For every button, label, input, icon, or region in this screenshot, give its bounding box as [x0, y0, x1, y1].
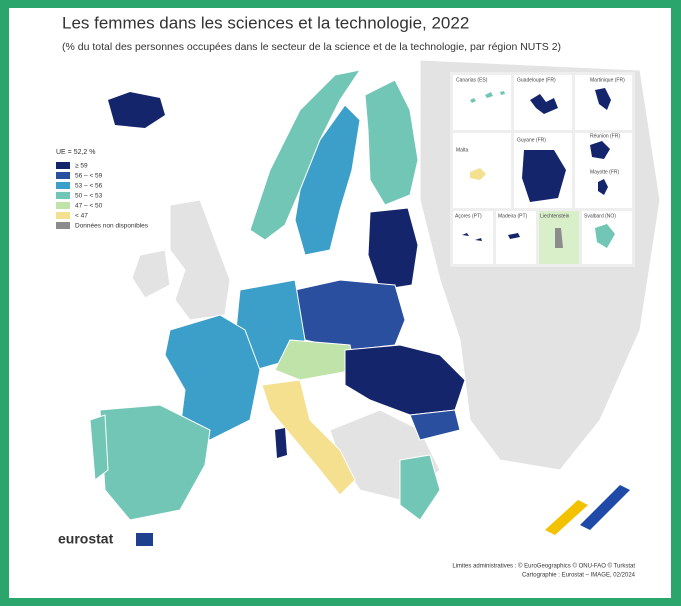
legend-label: 47 – < 50 — [75, 203, 103, 210]
poland — [294, 279, 406, 351]
deco — [545, 500, 588, 535]
shape — [555, 228, 563, 248]
eu-flag — [136, 533, 153, 546]
shape — [590, 141, 610, 159]
inset-label: Svalbard (NO) — [584, 213, 616, 219]
france — [164, 314, 261, 441]
legend: UE = 52,2 % ≥ 59 56 – < 59 53 – < 56 50 – <… — [56, 149, 149, 230]
legend-label: 56 – < 59 — [75, 173, 103, 180]
credit: Cartographie : Eurostat – IMAGE, 02/2024 — [522, 573, 636, 579]
legend-label: 50 – < 53 — [75, 193, 103, 200]
shape — [462, 233, 482, 241]
inset — [453, 75, 511, 130]
legend-swatch — [56, 162, 70, 169]
legend-swatch — [56, 212, 70, 219]
inset-label: Guadeloupe (FR) — [517, 77, 556, 83]
inset-label: Martinique (FR) — [590, 77, 625, 83]
shape — [470, 91, 505, 103]
ireland — [131, 249, 171, 299]
shape — [595, 88, 611, 110]
norway — [249, 69, 362, 241]
inset-label: Madeira (PT) — [498, 213, 528, 219]
shape — [508, 233, 520, 239]
inset-label: Açores (PT) — [455, 213, 482, 219]
legend-label: ≥ 59 — [75, 163, 88, 170]
finland — [364, 79, 419, 206]
sweden — [294, 104, 361, 256]
insets: Canarias (ES) Guadeloupe (FR) Martinique… — [450, 72, 635, 267]
credit: Limites administratives : © EuroGeograph… — [452, 563, 635, 570]
legend-swatch — [56, 222, 70, 229]
inset-label: Guyane (FR) — [517, 137, 546, 143]
spain — [99, 404, 211, 521]
inset-label: Malta — [456, 147, 468, 153]
legend-label: < 47 — [75, 213, 88, 220]
subtitle: (% du total des personnes occupées dans … — [62, 41, 561, 53]
title: Les femmes dans les sciences et la techn… — [62, 13, 469, 32]
baltics — [367, 207, 419, 291]
bulgaria — [409, 409, 461, 441]
italy — [261, 379, 356, 496]
shape — [522, 150, 566, 202]
inset-label: Mayotte (FR) — [590, 169, 620, 175]
greece — [399, 454, 441, 521]
uk — [169, 199, 231, 321]
shape — [598, 179, 608, 195]
legend-swatch — [56, 172, 70, 179]
shape — [470, 168, 486, 180]
legend-label: 53 – < 56 — [75, 183, 103, 190]
corsica — [275, 428, 287, 458]
legend-swatch — [56, 182, 70, 189]
inset-label: Liechtenstein — [540, 213, 570, 219]
inset — [453, 211, 493, 264]
legend-swatch — [56, 192, 70, 199]
central-europe — [274, 339, 356, 381]
inset-label: Canarias (ES) — [456, 77, 488, 83]
inset-label: Réunion (FR) — [590, 133, 620, 139]
legend-label: Données non disponibles — [75, 223, 149, 230]
legend-heading: UE = 52,2 % — [56, 149, 96, 156]
legend-swatch — [56, 202, 70, 209]
shape — [530, 94, 558, 114]
deco — [580, 485, 630, 530]
logo: eurostat — [58, 531, 114, 547]
iceland — [108, 92, 165, 128]
shape — [595, 224, 615, 248]
portugal — [89, 414, 109, 481]
